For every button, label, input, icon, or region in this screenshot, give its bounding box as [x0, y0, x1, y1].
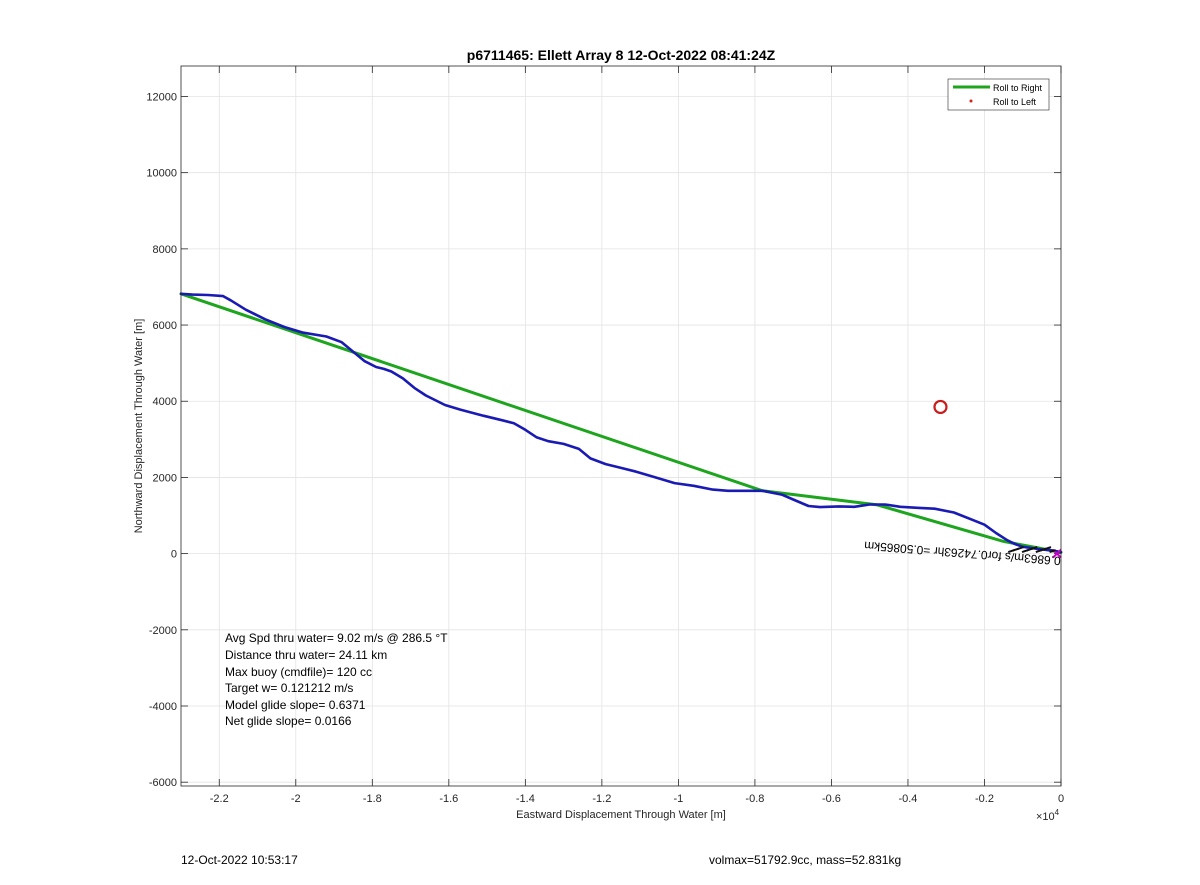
- x-tick-label: -1.2: [592, 793, 611, 805]
- y-tick-label: 4000: [153, 396, 177, 408]
- stats-line-net-glide: Net glide slope= 0.0166: [225, 714, 352, 728]
- stats-text-block: Avg Spd thru water= 9.02 m/s @ 286.5 °T …: [225, 631, 448, 728]
- x-tick-label: -1.8: [363, 793, 382, 805]
- y-axis-label: Northward Displacement Through Water [m]: [133, 319, 145, 534]
- markers: [933, 399, 1062, 559]
- plot-frame: [180, 65, 1062, 787]
- grid: [181, 66, 1062, 786]
- current-position-circle: [933, 399, 948, 415]
- x-tick-label: -0.2: [975, 793, 994, 805]
- legend-box: [947, 78, 1050, 111]
- chart-title: p6711465: Ellett Array 8 12-Oct-2022 08:…: [467, 47, 776, 63]
- stats-line-max-buoy: Max buoy (cmdfile)= 120 cc: [225, 665, 372, 679]
- x-axis-label: Eastward Displacement Through Water [m]: [516, 809, 726, 821]
- y-tick-label: 6000: [153, 320, 177, 332]
- x-axis-ticks: -2.2 -2 -1.8 -1.6 -1.4 -1.2 -1 -0.8 -0.6 -0.4 -0.2…: [210, 66, 1064, 805]
- stats-line-distance: Distance thru water= 24.11 km: [225, 648, 387, 662]
- y-tick-label: 10000: [146, 168, 177, 180]
- y-tick-label: -4000: [149, 701, 177, 713]
- series-track-line: [179, 292, 1063, 554]
- x-tick-label: 0: [1058, 793, 1064, 805]
- series-layer: [179, 292, 1063, 554]
- x-tick-label: -0.6: [822, 793, 841, 805]
- legend: Roll to Right Roll to Left: [947, 78, 1050, 111]
- x-tick-label: -2: [291, 793, 301, 805]
- x-tick-label: -2.2: [210, 793, 229, 805]
- y-tick-label: 2000: [153, 472, 177, 484]
- y-tick-label: -6000: [149, 777, 177, 789]
- y-tick-label: -2000: [149, 625, 177, 637]
- plot-area: [181, 66, 1061, 786]
- x-tick-label: -1.4: [516, 793, 535, 805]
- x-tick-label: -0.8: [745, 793, 764, 805]
- legend-label-roll-left: Roll to Left: [993, 97, 1037, 107]
- y-axis-ticks: -6000 -4000 -2000 0 2000 4000 6000 8000 10000 120…: [146, 91, 1061, 789]
- dive-cluster-mark: [1017, 546, 1024, 550]
- stats-line-target-w: Target w= 0.121212 m/s: [225, 681, 353, 695]
- footer-volmax-mass: volmax=51792.9cc, mass=52.831kg: [709, 853, 902, 867]
- y-tick-label: 8000: [153, 244, 177, 256]
- footer-timestamp: 12-Oct-2022 10:53:17: [181, 853, 298, 867]
- y-tick-label: 12000: [146, 91, 177, 103]
- dive-cluster-mark: [1030, 546, 1038, 550]
- dive-cluster-mark: [1049, 549, 1056, 554]
- x-axis-exponent: ×104: [1036, 808, 1060, 823]
- dive-cluster-mark: [1044, 546, 1052, 550]
- x-tick-label: -0.4: [898, 793, 917, 805]
- legend-marker-roll-left: [969, 99, 973, 103]
- stats-line-avg-speed: Avg Spd thru water= 9.02 m/s @ 286.5 °T: [225, 631, 448, 645]
- legend-label-roll-right: Roll to Right: [993, 83, 1043, 93]
- x-tick-label: -1.6: [439, 793, 458, 805]
- y-tick-label: 0: [171, 549, 177, 561]
- stats-line-model-glide: Model glide slope= 0.6371: [225, 698, 366, 712]
- x-tick-label: -1: [674, 793, 684, 805]
